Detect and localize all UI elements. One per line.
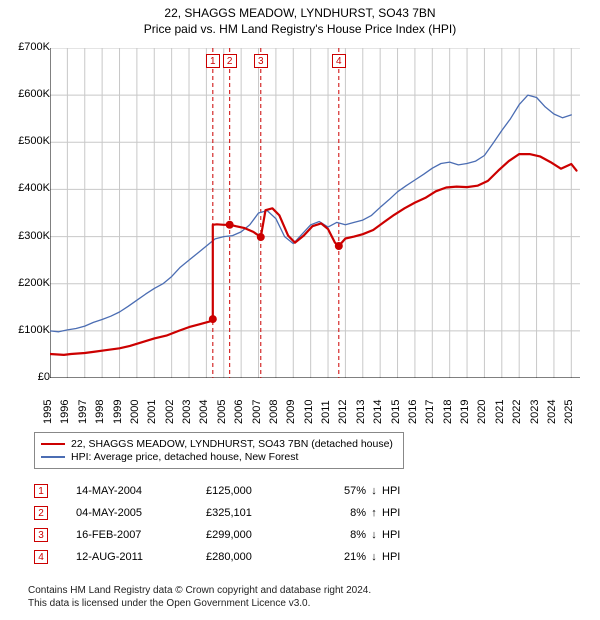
x-tick-label: 2009: [285, 400, 297, 424]
sale-vs-label: HPI: [382, 485, 410, 497]
sale-date: 16-FEB-2007: [76, 529, 206, 541]
sale-price: £280,000: [206, 551, 316, 563]
x-tick-label: 2002: [164, 400, 176, 424]
sale-marker-box: 1: [206, 54, 220, 68]
x-tick-label: 2007: [251, 400, 263, 424]
x-tick-label: 2023: [529, 400, 541, 424]
sale-price: £299,000: [206, 529, 316, 541]
x-tick-label: 2005: [216, 400, 228, 424]
sale-vs-label: HPI: [382, 529, 410, 541]
sale-marker-icon: 4: [34, 550, 48, 564]
x-tick-label: 1997: [77, 400, 89, 424]
y-tick-label: £700K: [4, 41, 50, 53]
x-tick-label: 1996: [59, 400, 71, 424]
legend-row-property: 22, SHAGGS MEADOW, LYNDHURST, SO43 7BN (…: [41, 438, 397, 450]
y-tick-label: £0: [4, 371, 50, 383]
sales-table: 114-MAY-2004£125,00057%↓HPI204-MAY-2005£…: [34, 480, 410, 568]
x-tick-label: 2020: [476, 400, 488, 424]
y-tick-label: £200K: [4, 277, 50, 289]
footer: Contains HM Land Registry data © Crown c…: [28, 584, 371, 610]
x-tick-label: 2004: [198, 400, 210, 424]
sale-marker-box: 3: [254, 54, 268, 68]
footer-line2: This data is licensed under the Open Gov…: [28, 597, 371, 610]
x-tick-label: 1995: [42, 400, 54, 424]
y-tick-label: £400K: [4, 182, 50, 194]
y-tick-label: £300K: [4, 230, 50, 242]
sale-price: £125,000: [206, 485, 316, 497]
sale-pct: 21%: [316, 551, 366, 563]
legend-swatch-property: [41, 443, 65, 445]
sale-vs-label: HPI: [382, 507, 410, 519]
sale-row: 2 04-MAY-2005£325,1018%↑HPI: [34, 502, 410, 524]
x-tick-label: 2000: [129, 400, 141, 424]
x-tick-label: 2018: [442, 400, 454, 424]
sale-pct: 57%: [316, 485, 366, 497]
legend: 22, SHAGGS MEADOW, LYNDHURST, SO43 7BN (…: [34, 432, 404, 469]
sale-pct: 8%: [316, 507, 366, 519]
sale-arrow-icon: ↑: [366, 507, 382, 519]
x-tick-label: 2022: [511, 400, 523, 424]
x-tick-label: 2010: [303, 400, 315, 424]
chart-svg: [50, 48, 580, 378]
x-tick-label: 1998: [94, 400, 106, 424]
sale-row: 4 12-AUG-2011£280,00021%↓HPI: [34, 546, 410, 568]
x-tick-label: 2016: [407, 400, 419, 424]
x-tick-label: 2001: [146, 400, 158, 424]
x-tick-label: 2013: [355, 400, 367, 424]
legend-row-hpi: HPI: Average price, detached house, New …: [41, 451, 397, 463]
sale-marker-icon: 2: [34, 506, 48, 520]
y-tick-label: £600K: [4, 88, 50, 100]
x-tick-label: 2024: [546, 400, 558, 424]
x-tick-label: 2019: [459, 400, 471, 424]
sale-arrow-icon: ↓: [366, 551, 382, 563]
legend-swatch-hpi: [41, 456, 65, 458]
x-tick-label: 1999: [112, 400, 124, 424]
sale-pct: 8%: [316, 529, 366, 541]
chart-header: 22, SHAGGS MEADOW, LYNDHURST, SO43 7BN P…: [0, 0, 600, 36]
sale-date: 04-MAY-2005: [76, 507, 206, 519]
sale-marker-box: 2: [223, 54, 237, 68]
x-tick-label: 2017: [424, 400, 436, 424]
sale-marker-box: 4: [332, 54, 346, 68]
header-address: 22, SHAGGS MEADOW, LYNDHURST, SO43 7BN: [0, 6, 600, 20]
sale-row: 3 16-FEB-2007£299,0008%↓HPI: [34, 524, 410, 546]
x-tick-label: 2014: [372, 400, 384, 424]
sale-vs-label: HPI: [382, 551, 410, 563]
sale-price: £325,101: [206, 507, 316, 519]
sale-date: 14-MAY-2004: [76, 485, 206, 497]
x-tick-label: 2008: [268, 400, 280, 424]
x-tick-label: 2006: [233, 400, 245, 424]
sale-arrow-icon: ↓: [366, 485, 382, 497]
sale-arrow-icon: ↓: [366, 529, 382, 541]
y-tick-label: £500K: [4, 135, 50, 147]
sale-row: 1 14-MAY-2004£125,00057%↓HPI: [34, 480, 410, 502]
y-tick-label: £100K: [4, 324, 50, 336]
legend-label-property: 22, SHAGGS MEADOW, LYNDHURST, SO43 7BN (…: [71, 438, 393, 450]
header-subtitle: Price paid vs. HM Land Registry's House …: [0, 22, 600, 36]
x-tick-label: 2015: [390, 400, 402, 424]
sale-marker-icon: 3: [34, 528, 48, 542]
x-tick-label: 2011: [320, 400, 332, 424]
chart-area: £0£100K£200K£300K£400K£500K£600K£700K199…: [50, 48, 580, 378]
x-tick-label: 2003: [181, 400, 193, 424]
footer-line1: Contains HM Land Registry data © Crown c…: [28, 584, 371, 597]
sale-date: 12-AUG-2011: [76, 551, 206, 563]
x-tick-label: 2012: [337, 400, 349, 424]
x-tick-label: 2021: [494, 400, 506, 424]
x-tick-label: 2025: [563, 400, 575, 424]
legend-label-hpi: HPI: Average price, detached house, New …: [71, 451, 298, 463]
sale-marker-icon: 1: [34, 484, 48, 498]
